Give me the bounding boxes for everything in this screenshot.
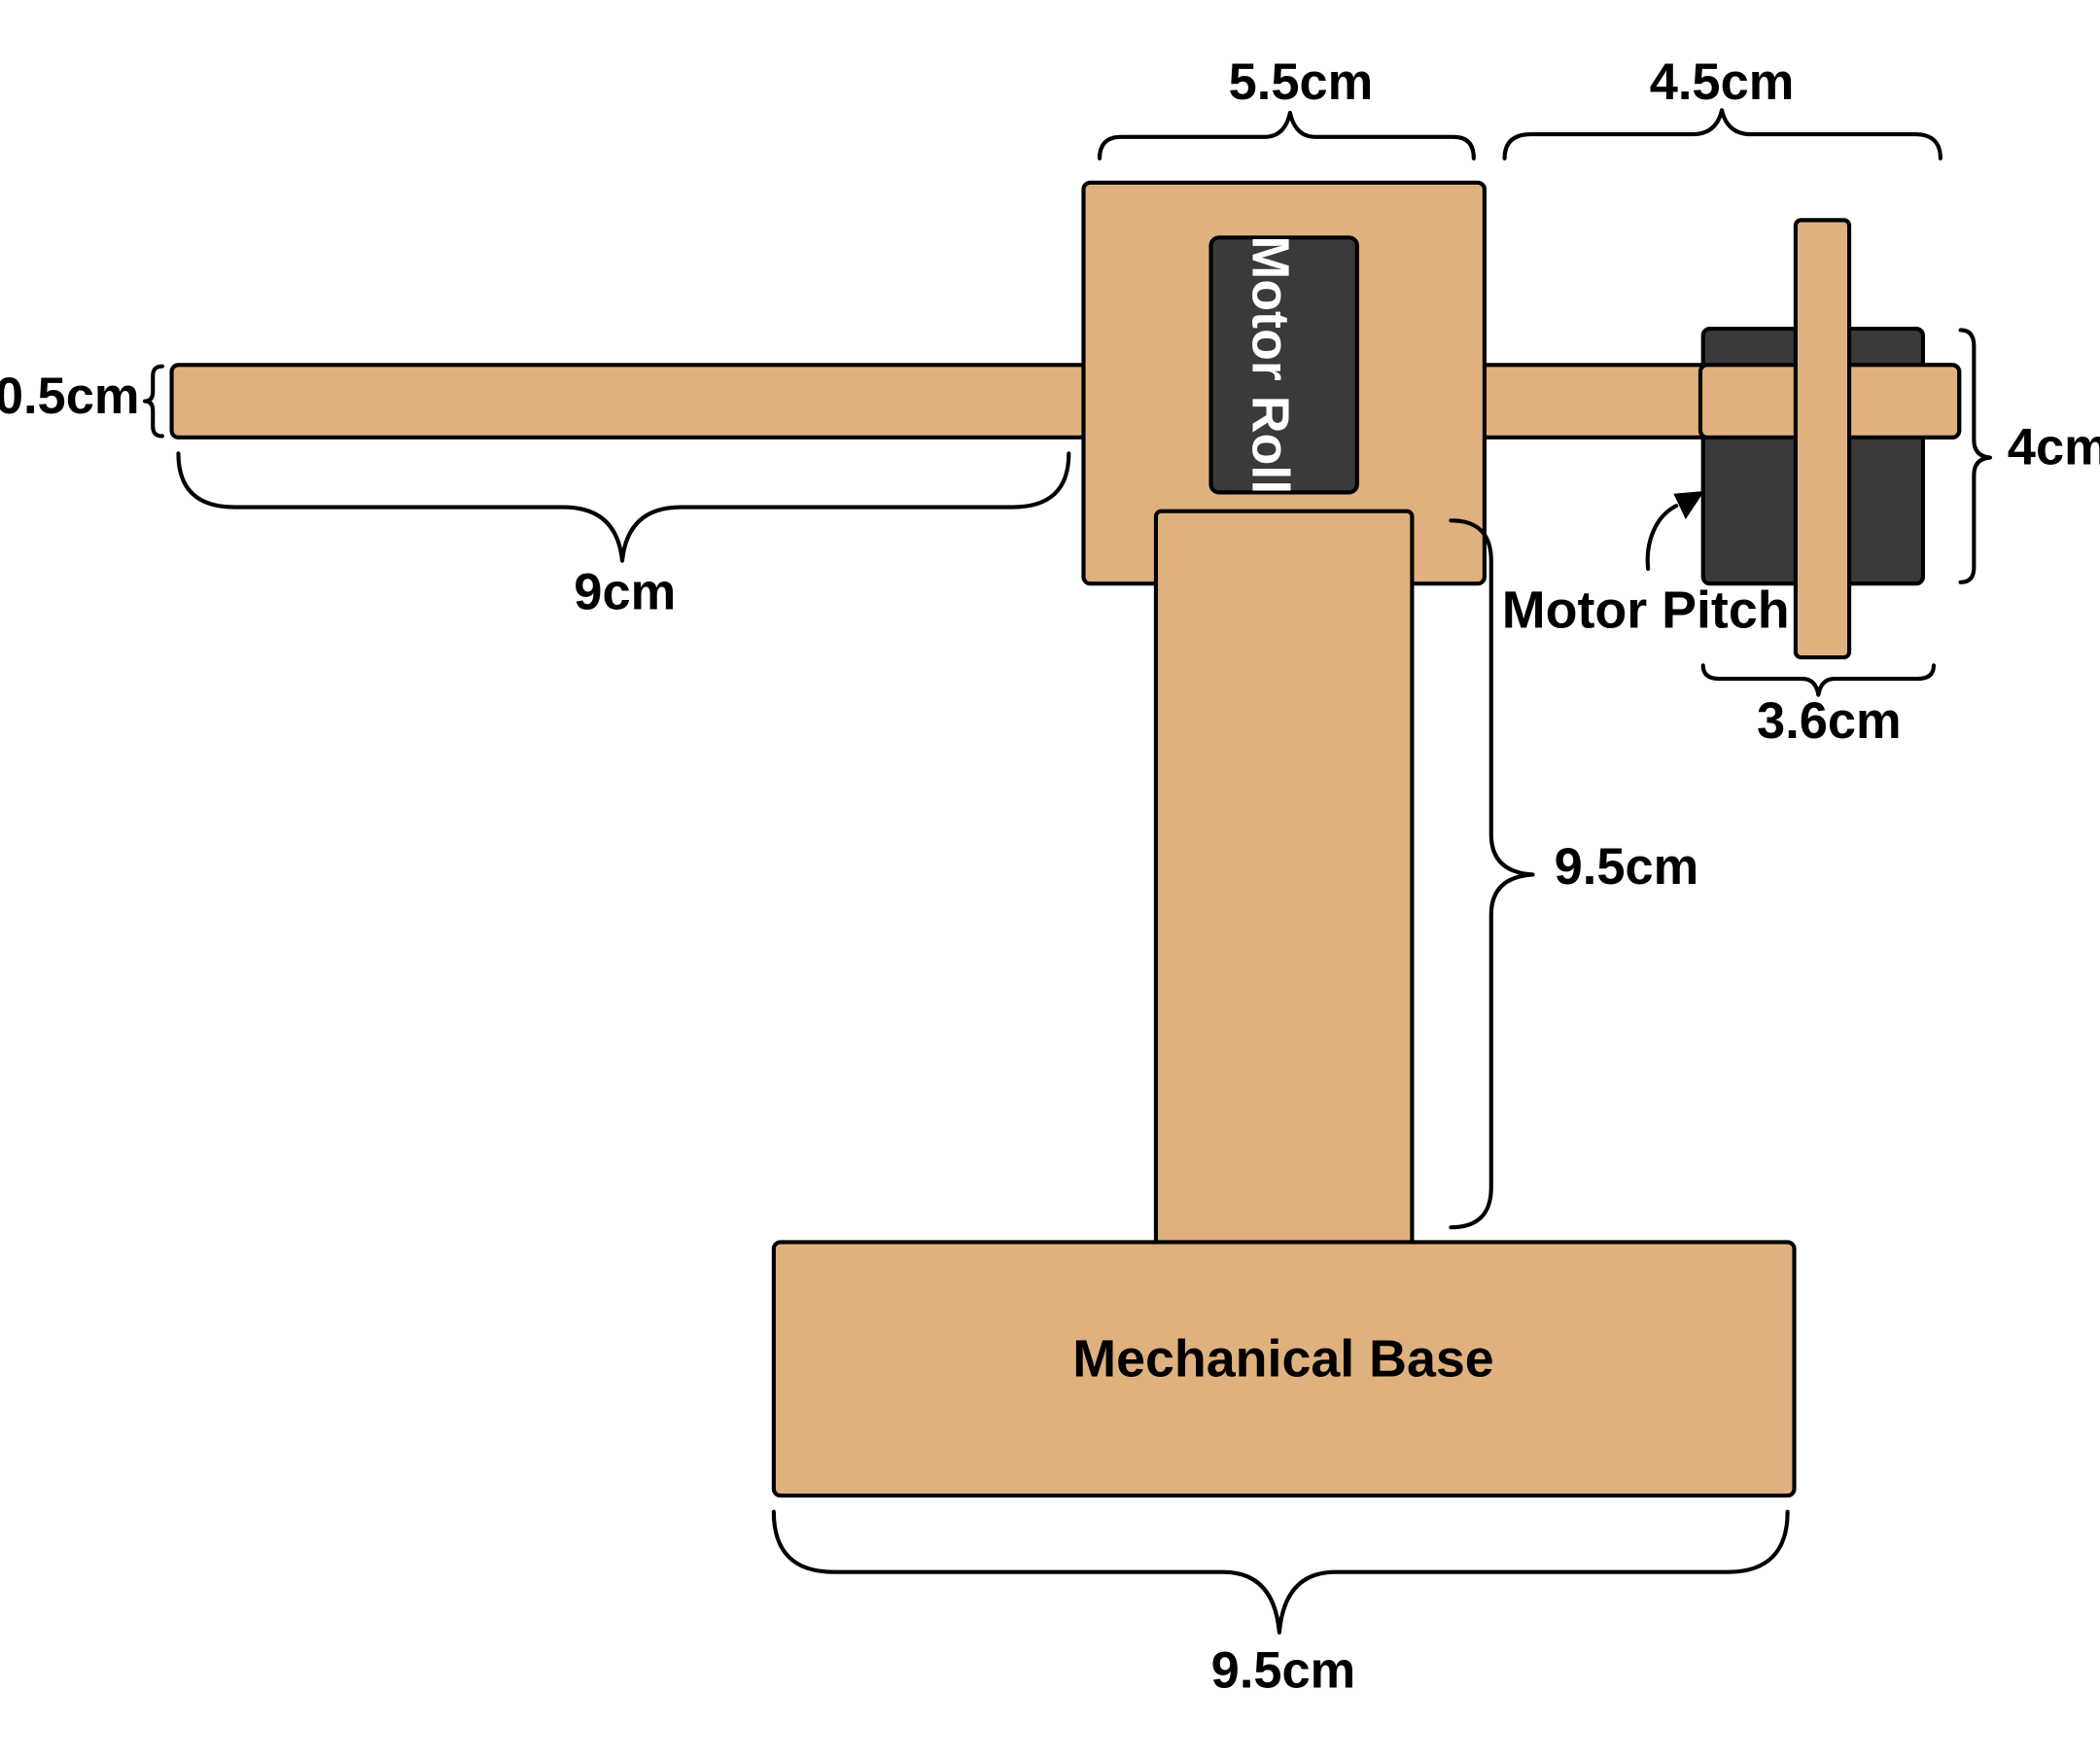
motor-pitch-arrow-line	[1645, 504, 1679, 572]
dim-right-arm-length: 4.5cm	[1650, 54, 1795, 111]
mechanical-base	[771, 1240, 1797, 1498]
pitch-shaft	[1793, 218, 1852, 660]
dim-column-height: 9.5cm	[1555, 839, 1699, 896]
dim-pitch-motor-width: 3.6cm	[1757, 693, 1902, 750]
column	[1153, 509, 1415, 1254]
brace-column-height	[1449, 518, 1535, 1230]
brace-base-width	[771, 1509, 1790, 1635]
dim-base-width: 9.5cm	[1211, 1642, 1356, 1699]
dim-arm-thickness: 0.5cm	[0, 369, 139, 425]
brace-right-arm-length	[1502, 108, 1942, 160]
brace-roll-block-width	[1097, 110, 1476, 160]
left-arm	[169, 363, 1100, 440]
motor-pitch-label: Motor Pitch	[1502, 581, 1790, 640]
motor-roll-label: Motor Roll	[1241, 235, 1299, 494]
brace-arm-thickness	[142, 364, 164, 439]
brace-pitch-motor-height	[1958, 328, 1992, 584]
motor-pitch-arrow-head	[1673, 491, 1705, 519]
brace-left-arm-length	[176, 451, 1071, 563]
mechanical-base-label: Mechanical Base	[1072, 1329, 1493, 1388]
motor-roll	[1208, 235, 1359, 495]
dim-pitch-motor-height: 4cm	[2008, 419, 2100, 475]
dim-left-arm-length: 9cm	[574, 564, 676, 620]
dim-roll-block-width: 5.5cm	[1229, 54, 1374, 111]
brace-pitch-motor-width	[1700, 663, 1937, 697]
